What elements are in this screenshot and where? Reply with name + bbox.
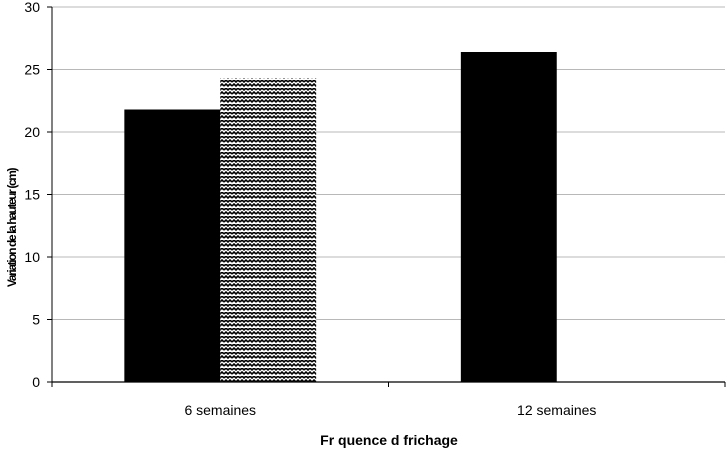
x-tick-label: 12 semaines bbox=[517, 402, 596, 418]
y-tick-label: 25 bbox=[24, 62, 40, 78]
axes bbox=[47, 6, 726, 387]
bar-series-1 bbox=[124, 109, 221, 382]
labels: Variation de la hauteur (cm) Fr quence d… bbox=[5, 0, 596, 448]
y-tick-label: 20 bbox=[24, 124, 40, 140]
bars bbox=[124, 52, 557, 382]
bar-series-2 bbox=[220, 78, 317, 382]
y-tick-label: 30 bbox=[24, 0, 40, 15]
bar-series-1 bbox=[460, 52, 557, 382]
x-axis-title: Fr quence d frichage bbox=[320, 432, 458, 448]
y-tick-label: 15 bbox=[24, 187, 40, 203]
y-axis-title: Variation de la hauteur (cm) bbox=[5, 168, 19, 288]
x-tick-label: 6 semaines bbox=[184, 402, 256, 418]
y-tick-label: 0 bbox=[32, 374, 40, 390]
y-tick-label: 10 bbox=[24, 249, 40, 265]
y-tick-label: 5 bbox=[32, 312, 40, 328]
